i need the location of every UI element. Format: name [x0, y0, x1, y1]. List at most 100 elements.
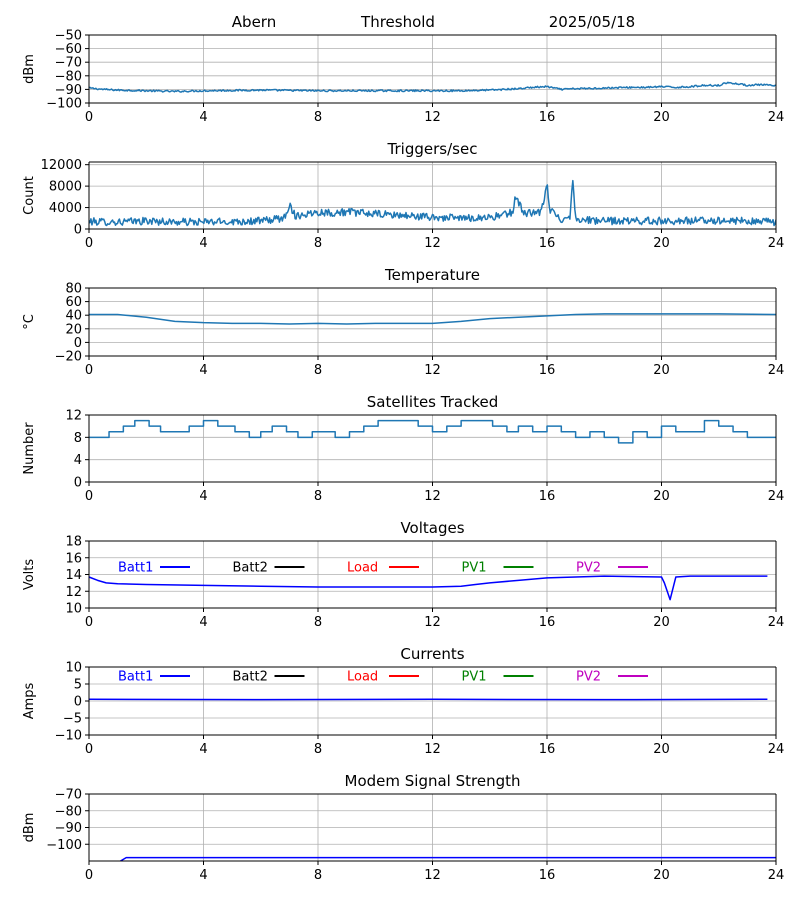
y-tick-label: 20: [65, 322, 82, 337]
legend-label: PV2: [576, 561, 601, 576]
x-tick-label: 16: [539, 110, 556, 125]
x-tick-label: 12: [424, 110, 441, 125]
x-tick-label: 20: [653, 489, 670, 504]
chart-title: Currents: [400, 645, 464, 663]
y-tick-label: 0: [74, 476, 82, 491]
y-tick-label: −90: [55, 83, 82, 98]
y-tick-label: −60: [55, 42, 82, 57]
legend-label: Load: [347, 670, 378, 685]
x-tick-label: 16: [539, 742, 556, 757]
date-label: 2025/05/18: [549, 13, 635, 31]
chart-title: Triggers/sec: [387, 140, 478, 158]
x-tick-label: 8: [314, 236, 322, 251]
y-tick-label: 5: [74, 678, 82, 693]
y-axis-label: Volts: [22, 559, 37, 591]
y-axis-label: dBm: [22, 54, 37, 84]
x-tick-label: 0: [85, 236, 93, 251]
series-group: [89, 576, 767, 599]
y-tick-label: 10: [65, 602, 82, 617]
x-tick-label: 0: [85, 615, 93, 630]
chart-title: Modem Signal Strength: [345, 772, 521, 790]
chart-title: Temperature: [384, 266, 480, 284]
x-tick-label: 20: [653, 742, 670, 757]
x-tick-label: 20: [653, 615, 670, 630]
x-tick-label: 0: [85, 489, 93, 504]
x-tick-label: 24: [768, 489, 785, 504]
y-tick-label: −80: [55, 69, 82, 84]
y-tick-label: 0: [74, 336, 82, 351]
x-tick-label: 4: [199, 489, 207, 504]
x-tick-label: 8: [314, 742, 322, 757]
x-tick-label: 20: [653, 236, 670, 251]
x-tick-label: 12: [424, 489, 441, 504]
y-tick-label: −50: [55, 29, 82, 44]
station-name: Abern: [232, 13, 276, 31]
x-tick-label: 0: [85, 868, 93, 883]
x-tick-label: 4: [199, 868, 207, 883]
x-tick-label: 16: [539, 615, 556, 630]
x-tick-label: 12: [424, 742, 441, 757]
y-tick-label: 80: [65, 282, 82, 297]
x-tick-label: 20: [653, 110, 670, 125]
x-tick-label: 8: [314, 868, 322, 883]
x-tick-label: 16: [539, 236, 556, 251]
x-tick-label: 8: [314, 615, 322, 630]
x-tick-label: 0: [85, 363, 93, 378]
y-tick-label: −20: [55, 350, 82, 365]
x-tick-label: 12: [424, 363, 441, 378]
x-tick-label: 20: [653, 868, 670, 883]
series-line-data: [120, 858, 776, 861]
y-axis-label: °C: [22, 314, 37, 330]
legend-label: Batt2: [233, 561, 268, 576]
y-axis-label: Number: [22, 422, 37, 475]
y-tick-label: 60: [65, 295, 82, 310]
y-tick-label: 8000: [49, 180, 82, 195]
legend-label: Batt2: [233, 670, 268, 685]
y-tick-label: 0: [74, 223, 82, 238]
mode-label: Threshold: [360, 13, 435, 31]
legend-label: PV1: [462, 561, 487, 576]
y-tick-label: 0: [74, 695, 82, 710]
x-tick-label: 4: [199, 110, 207, 125]
y-tick-label: 12000: [41, 158, 82, 173]
x-tick-label: 12: [424, 615, 441, 630]
series-group: [120, 858, 776, 861]
y-tick-label: 14: [65, 568, 82, 583]
x-tick-label: 4: [199, 742, 207, 757]
x-tick-label: 16: [539, 489, 556, 504]
x-tick-label: 4: [199, 615, 207, 630]
x-tick-label: 24: [768, 110, 785, 125]
y-tick-label: 4000: [49, 201, 82, 216]
legend-label: Load: [347, 561, 378, 576]
y-tick-label: 12: [65, 585, 82, 600]
chart-title: Satellites Tracked: [367, 393, 498, 411]
chart-title: Voltages: [400, 519, 464, 537]
y-tick-label: −90: [55, 821, 82, 836]
x-tick-label: 24: [768, 236, 785, 251]
y-tick-label: −10: [55, 729, 82, 744]
y-axis-label: Amps: [22, 682, 37, 719]
y-tick-label: −80: [55, 804, 82, 819]
y-tick-label: −70: [55, 788, 82, 803]
y-tick-label: 12: [65, 409, 82, 424]
y-tick-label: −5: [63, 712, 82, 727]
x-tick-label: 16: [539, 363, 556, 378]
x-tick-label: 4: [199, 236, 207, 251]
series-line-batt1: [89, 576, 767, 599]
x-tick-label: 20: [653, 363, 670, 378]
y-tick-label: 18: [65, 535, 82, 550]
legend-label: Batt1: [118, 561, 153, 576]
y-tick-label: 4: [74, 453, 82, 468]
x-tick-label: 8: [314, 363, 322, 378]
legend-label: Batt1: [118, 670, 153, 685]
y-axis-label: Count: [22, 176, 37, 215]
y-tick-label: 10: [65, 661, 82, 676]
